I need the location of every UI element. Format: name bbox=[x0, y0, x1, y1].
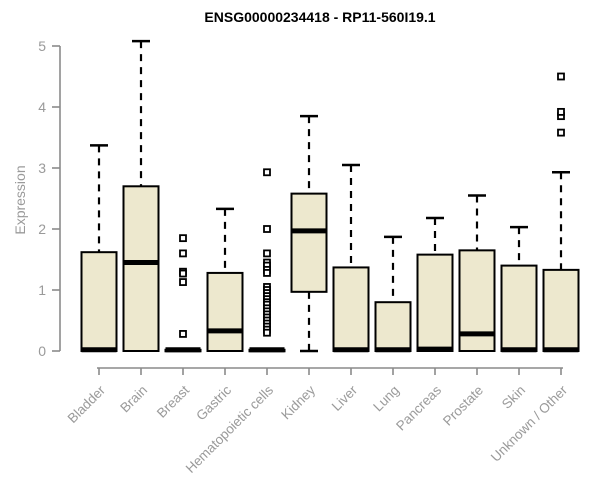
x-tick-label: Pancreas bbox=[393, 382, 444, 433]
x-tick-label: Kidney bbox=[278, 382, 318, 422]
outlier-point bbox=[263, 269, 271, 277]
y-tick-label: 0 bbox=[38, 343, 46, 359]
outlier-point bbox=[557, 72, 565, 81]
x-tick-label: Gastric bbox=[193, 382, 234, 423]
outlier-point bbox=[263, 168, 271, 177]
box-body bbox=[416, 253, 454, 352]
box-body bbox=[332, 266, 370, 352]
outlier-point bbox=[179, 234, 187, 243]
chart-title: ENSG00000234418 - RP11-560I19.1 bbox=[204, 9, 436, 25]
box-body bbox=[122, 185, 160, 352]
box-body bbox=[206, 271, 244, 353]
y-tick-label: 5 bbox=[38, 38, 46, 54]
x-tick-label: Breast bbox=[154, 382, 192, 420]
outlier-point bbox=[179, 330, 187, 338]
x-tick-label: Prostate bbox=[440, 383, 486, 429]
box-body bbox=[290, 192, 328, 293]
x-tick-label: Bladder bbox=[65, 382, 109, 426]
x-tick-label: Unknown / Other bbox=[488, 382, 571, 465]
box-body bbox=[500, 264, 538, 353]
y-tick-label: 4 bbox=[38, 99, 46, 115]
x-tick-label: Lung bbox=[370, 383, 402, 415]
box-body bbox=[80, 251, 118, 352]
outlier-point bbox=[179, 249, 187, 258]
outlier-point bbox=[179, 269, 187, 278]
outlier-point bbox=[263, 249, 271, 258]
y-tick-label: 3 bbox=[38, 160, 46, 176]
outlier-point bbox=[557, 107, 565, 116]
y-tick-label: 2 bbox=[38, 221, 46, 237]
x-tick-label: Skin bbox=[499, 383, 528, 412]
x-tick-label: Brain bbox=[117, 383, 150, 416]
y-tick-label: 1 bbox=[38, 282, 46, 298]
outlier-point bbox=[179, 278, 187, 286]
outlier-point bbox=[263, 328, 271, 337]
outlier-point bbox=[557, 128, 565, 137]
box-body bbox=[374, 301, 412, 353]
box-body bbox=[542, 268, 580, 352]
outlier-point bbox=[263, 225, 271, 233]
x-tick-label: Liver bbox=[329, 382, 361, 414]
